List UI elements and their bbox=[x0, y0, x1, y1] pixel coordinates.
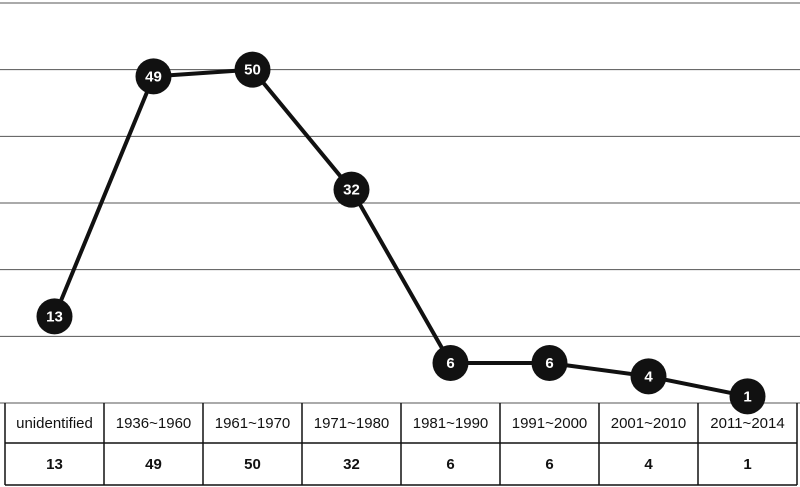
data-label: 13 bbox=[46, 308, 63, 325]
point bbox=[135, 58, 172, 95]
data-label: 6 bbox=[446, 355, 454, 372]
table-category: unidentified bbox=[16, 415, 93, 432]
point bbox=[729, 378, 766, 415]
table-category: 1981~1990 bbox=[413, 415, 489, 432]
table-category: 2001~2010 bbox=[611, 415, 687, 432]
point bbox=[531, 345, 568, 381]
table-value: 1 bbox=[743, 456, 751, 473]
line bbox=[52, 67, 748, 399]
table-category: 1961~1970 bbox=[215, 415, 291, 432]
table-value: 32 bbox=[343, 456, 360, 473]
data-label: 32 bbox=[343, 182, 360, 199]
data-label: 49 bbox=[145, 68, 162, 85]
table-category: 1971~1980 bbox=[314, 415, 390, 432]
data-label: 4 bbox=[644, 368, 653, 385]
table-value: 6 bbox=[545, 456, 553, 473]
table-category: 2011~2014 bbox=[710, 415, 784, 432]
point bbox=[234, 51, 271, 88]
data-label: 50 bbox=[244, 62, 261, 79]
table-value: 4 bbox=[644, 456, 653, 473]
data-label: 6 bbox=[545, 355, 553, 372]
data-label: 1 bbox=[743, 388, 751, 405]
table-value: 50 bbox=[244, 456, 261, 473]
point bbox=[630, 358, 667, 395]
table-value: 13 bbox=[46, 456, 63, 473]
point bbox=[333, 171, 370, 208]
point bbox=[432, 345, 469, 381]
table-value: 6 bbox=[446, 456, 454, 473]
table-category: 1936~1960 bbox=[116, 415, 192, 432]
table-category: 1991~2000 bbox=[512, 415, 588, 432]
table-value: 49 bbox=[145, 456, 162, 473]
point bbox=[36, 298, 73, 335]
